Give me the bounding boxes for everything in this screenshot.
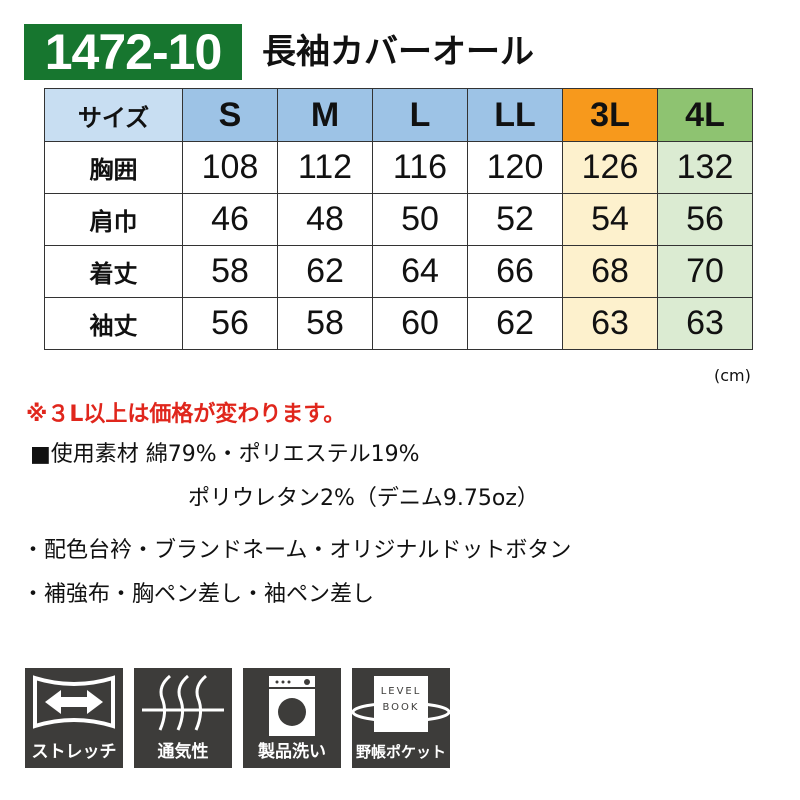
table-cell: 126: [562, 141, 658, 194]
table-cell: 132: [657, 141, 753, 194]
table-header-row: サイズ S M L LL 3L 4L: [44, 88, 753, 142]
svg-text:LEVEL: LEVEL: [381, 686, 422, 697]
material-line-2: ポリウレタン2%（デニム9.75oz）: [188, 486, 539, 511]
stretch-icon: ストレッチ: [25, 668, 123, 768]
header-m: M: [277, 88, 373, 142]
table-cell: 108: [182, 141, 278, 194]
table-cell: 63: [657, 297, 753, 350]
table-cell: 46: [182, 193, 278, 246]
table-cell: 62: [467, 297, 563, 350]
table-cell: 66: [467, 245, 563, 298]
table-row: 袖丈 56 58 60 62 63 63: [44, 297, 753, 350]
table-cell: 58: [182, 245, 278, 298]
row-label: 着丈: [44, 245, 183, 298]
header-s: S: [182, 88, 278, 142]
feature-line-1: ・配色台衿・ブランドネーム・オリジナルドットボタン: [22, 538, 572, 563]
product-code: 1472-10: [24, 24, 242, 80]
table-cell: 50: [372, 193, 468, 246]
unit-label: (cm): [714, 366, 751, 385]
table-cell: 62: [277, 245, 373, 298]
table-row: 肩巾 46 48 50 52 54 56: [44, 193, 753, 246]
header-ll: LL: [467, 88, 563, 142]
table-cell: 64: [372, 245, 468, 298]
header-l: L: [372, 88, 468, 142]
row-label: 胸囲: [44, 141, 183, 194]
table-row: 胸囲 108 112 116 120 126 132: [44, 141, 753, 194]
table-cell: 58: [277, 297, 373, 350]
svg-text:BOOK: BOOK: [383, 702, 420, 713]
price-note: ※３L以上は価格が変わります。: [26, 402, 346, 427]
size-table: サイズ S M L LL 3L 4L 胸囲 108 112 116 120 126 132 肩…: [44, 88, 753, 350]
header-size: サイズ: [44, 88, 183, 142]
table-cell: 54: [562, 193, 658, 246]
table-cell: 56: [657, 193, 753, 246]
table-cell: 60: [372, 297, 468, 350]
table-cell: 112: [277, 141, 373, 194]
table-cell: 52: [467, 193, 563, 246]
table-cell: 70: [657, 245, 753, 298]
material-line-1: ■使用素材 綿79%・ポリエステル19%: [30, 442, 420, 467]
header-4l: 4L: [657, 88, 753, 142]
table-cell: 68: [562, 245, 658, 298]
washing-machine-icon: 製品洗い: [243, 668, 341, 768]
table-cell: 63: [562, 297, 658, 350]
feature-line-2: ・補強布・胸ペン差し・袖ペン差し: [22, 582, 375, 607]
table-cell: 56: [182, 297, 278, 350]
table-cell: 116: [372, 141, 468, 194]
row-label: 袖丈: [44, 297, 183, 350]
level-book-icon: LEVEL BOOK 野帳ポケット: [352, 668, 450, 768]
product-title: 長袖カバーオール: [262, 32, 534, 72]
table-cell: 120: [467, 141, 563, 194]
header-3l: 3L: [562, 88, 658, 142]
table-cell: 48: [277, 193, 373, 246]
feature-icons: ストレッチ 通気性 製品洗い LEVEL BOOK 野帳ポケット: [25, 668, 450, 768]
table-row: 着丈 58 62 64 66 68 70: [44, 245, 753, 298]
row-label: 肩巾: [44, 193, 183, 246]
breathable-icon: 通気性: [134, 668, 232, 768]
